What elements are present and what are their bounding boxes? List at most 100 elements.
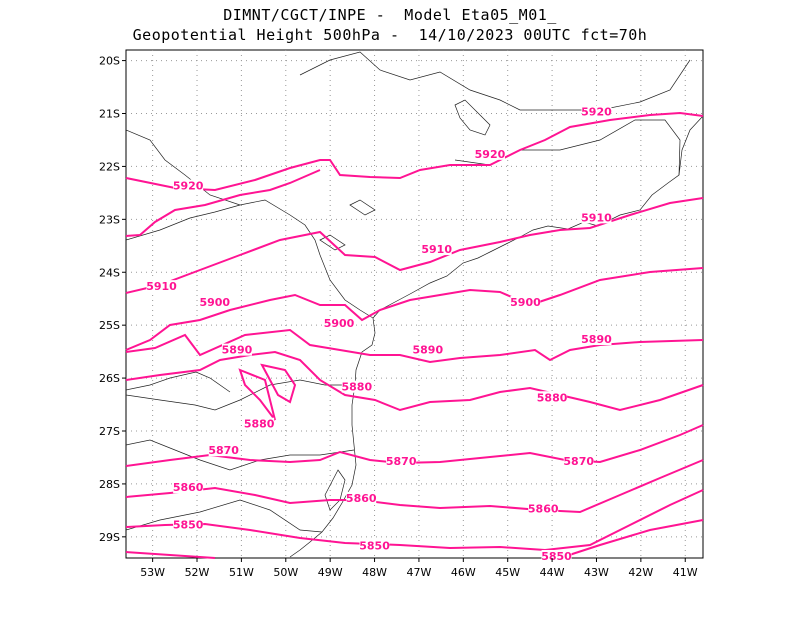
contour-label: 5870 xyxy=(208,444,239,457)
lat-tick-label: 21S xyxy=(99,108,120,121)
contour-label: 5880 xyxy=(244,418,275,431)
reservoir-3 xyxy=(319,234,346,251)
contour-5910 xyxy=(125,197,704,294)
contour-5880-inner xyxy=(238,368,276,421)
contour-label: 5890 xyxy=(222,344,253,357)
contour-5860 xyxy=(125,459,704,514)
contour-label: 5890 xyxy=(413,344,444,357)
lon-tick-label: 49W xyxy=(318,566,343,579)
contour-label-bg xyxy=(581,105,612,118)
contour-labels: 5920 5920 5920 5910 5910 5910 5900 5900 5900 5890… xyxy=(146,105,612,563)
contour-label: 5910 xyxy=(581,211,612,224)
contour-5920-west xyxy=(125,169,321,237)
lon-tick-label: 52W xyxy=(185,566,210,579)
state-border-pr xyxy=(125,204,241,241)
contour-label-bg xyxy=(199,296,230,308)
contour-5850 xyxy=(125,489,704,552)
uruguay-border xyxy=(125,499,323,533)
contour-label: 5850 xyxy=(541,550,572,563)
contour-label-bg xyxy=(541,550,572,562)
state-border-sc-rs xyxy=(125,439,355,471)
contour-label-bg xyxy=(146,280,177,293)
lat-tick-label: 23S xyxy=(99,213,120,226)
contour-5920-north xyxy=(125,111,704,192)
lon-tick-label: 46W xyxy=(451,566,476,579)
contour-label: 5870 xyxy=(386,455,417,468)
contour-label-bg xyxy=(221,343,252,356)
lat-tick-label: 28S xyxy=(99,478,120,491)
contour-label-bg xyxy=(510,296,541,308)
state-border-sp-pr xyxy=(319,254,374,319)
state-border-mg-rj xyxy=(520,119,681,176)
contour-label: 5850 xyxy=(359,539,390,552)
contour-label-bg xyxy=(173,518,204,531)
contour-label-bg xyxy=(421,243,452,256)
contour-label-bg xyxy=(581,333,612,346)
contour-label: 5900 xyxy=(510,296,541,309)
lagoon xyxy=(324,469,346,511)
lon-tick-label: 41W xyxy=(673,566,698,579)
lat-tick-label: 22S xyxy=(99,160,120,173)
lat-tick-label: 26S xyxy=(99,372,120,385)
lon-tick-label: 42W xyxy=(628,566,653,579)
contour-label: 5920 xyxy=(173,180,204,193)
contour-label: 5880 xyxy=(537,391,568,404)
reservoir-1 xyxy=(454,99,491,136)
contour-label: 5860 xyxy=(173,481,204,494)
contour-label-bg xyxy=(346,491,377,504)
contour-label-bg xyxy=(386,454,417,467)
contour-5900 xyxy=(125,267,704,351)
contour-5880-loop xyxy=(260,363,297,404)
lat-tick-label: 24S xyxy=(99,266,120,279)
lon-tick-label: 45W xyxy=(495,566,520,579)
geopotential-contours xyxy=(125,111,704,559)
contour-label-bg xyxy=(581,211,612,224)
contour-label: 5880 xyxy=(341,381,372,394)
lon-tick-label: 51W xyxy=(229,566,254,579)
contour-label: 5910 xyxy=(146,280,177,293)
lon-tick-label: 48W xyxy=(362,566,387,579)
title-line-2: Geopotential Height 500hPa - 14/10/2023 … xyxy=(132,26,648,44)
contour-5880 xyxy=(125,350,704,412)
contour-5890 xyxy=(125,328,704,364)
contour-label-bg xyxy=(359,539,390,552)
contour-label: 5920 xyxy=(581,106,612,119)
lat-tick-label: 27S xyxy=(99,425,120,438)
contour-label-bg xyxy=(528,502,559,515)
state-border-sp-mg xyxy=(299,51,691,111)
lon-tick-label: 53W xyxy=(140,566,165,579)
lon-tick-label: 47W xyxy=(407,566,432,579)
lon-tick-label: 50W xyxy=(273,566,298,579)
lat-tick-label: 29S xyxy=(99,531,120,544)
lat-tick-label: 25S xyxy=(99,319,120,332)
contour-label-bg xyxy=(324,317,355,330)
lat-tick-label: 20S xyxy=(99,55,120,68)
contour-label: 5850 xyxy=(173,518,204,531)
contour-label-bg xyxy=(244,417,275,430)
contour-label: 5920 xyxy=(475,148,506,161)
contour-label-bg xyxy=(341,380,372,393)
map-frame xyxy=(125,49,704,559)
contour-label-bg xyxy=(173,179,204,192)
state-border-pr-sc xyxy=(125,379,355,411)
contour-label-bg xyxy=(537,391,568,404)
contour-label: 5890 xyxy=(581,333,612,346)
lon-tick-label: 44W xyxy=(540,566,565,579)
reservoir-2 xyxy=(349,199,376,216)
title-line-1: DIMNT/CGCT/INPE - Model Eta05_M01_ xyxy=(223,6,557,24)
contour-label-bg xyxy=(474,147,505,160)
contour-label: 5900 xyxy=(199,296,230,309)
country-border-west xyxy=(125,371,231,393)
contour-label: 5860 xyxy=(528,502,559,515)
contour-label: 5860 xyxy=(346,492,377,505)
contour-label: 5900 xyxy=(324,317,355,330)
axes: 20S 21S 22S 23S 24S 25S 26S 27S 28S 29S 53W 52W 51W 5… xyxy=(99,55,698,579)
contour-label-bg xyxy=(563,454,594,467)
contour-label-bg xyxy=(208,444,239,457)
contour-label-bg xyxy=(173,481,204,494)
contour-label: 5910 xyxy=(421,243,452,256)
contour-label: 5870 xyxy=(563,455,594,468)
coastline xyxy=(289,115,704,558)
contour-label-bg xyxy=(412,343,443,356)
lon-tick-label: 43W xyxy=(584,566,609,579)
